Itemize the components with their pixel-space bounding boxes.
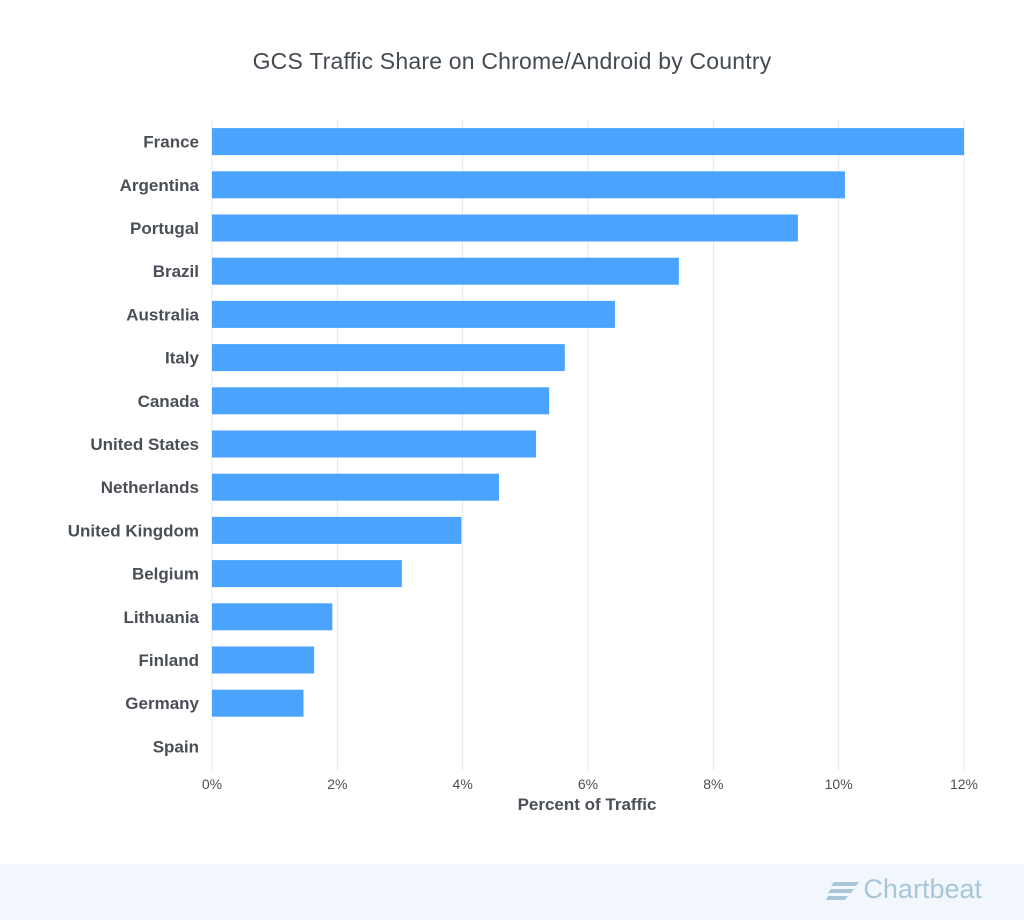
x-tick-label: 10% (825, 776, 853, 792)
bar (212, 214, 798, 242)
bar (212, 516, 462, 544)
bar (212, 128, 964, 156)
x-tick-label: 4% (453, 776, 473, 792)
category-label: Belgium (132, 565, 199, 584)
brand-name: Chartbeat (863, 874, 982, 904)
bar (212, 646, 315, 674)
category-label: Brazil (153, 262, 199, 281)
x-tick-label: 8% (703, 776, 723, 792)
category-label: Canada (138, 392, 200, 411)
bar (212, 300, 615, 328)
category-label: Netherlands (101, 478, 199, 497)
chart-title: GCS Traffic Share on Chrome/Android by C… (252, 48, 772, 74)
category-label: Spain (153, 737, 199, 756)
category-label: United States (90, 435, 199, 454)
x-tick-label: 2% (327, 776, 347, 792)
category-label: Finland (139, 651, 199, 670)
bar (212, 473, 500, 501)
bar (212, 257, 679, 285)
footer-bar: Chartbeat (0, 864, 1024, 920)
x-tick-label: 6% (578, 776, 598, 792)
bar (212, 171, 845, 199)
bar (212, 603, 333, 631)
category-label: Lithuania (123, 608, 199, 627)
category-labels: France Argentina Portugal Brazil Australia It… (68, 133, 200, 757)
chartbeat-logo-icon (826, 881, 860, 900)
bar (212, 344, 565, 372)
category-label: Italy (165, 349, 200, 368)
bar (212, 560, 402, 588)
category-label: Australia (126, 305, 199, 324)
x-axis-title: Percent of Traffic (518, 795, 657, 814)
brand-logo: Chartbeat (826, 874, 982, 905)
x-tick-label: 0% (202, 776, 222, 792)
category-label: Germany (125, 694, 199, 713)
category-label: United Kingdom (68, 521, 199, 540)
bar (212, 689, 304, 717)
bar-chart: France Argentina Portugal Brazil Australia It… (68, 120, 978, 814)
x-axis-ticks: 0% 2% 4% 6% 8% 10% 12% (202, 776, 978, 792)
category-label: Portugal (130, 219, 199, 238)
bars (212, 128, 964, 717)
bar (212, 387, 550, 415)
category-label: Argentina (120, 176, 200, 195)
category-label: France (143, 133, 199, 152)
bar (212, 430, 536, 458)
x-tick-label: 12% (950, 776, 978, 792)
